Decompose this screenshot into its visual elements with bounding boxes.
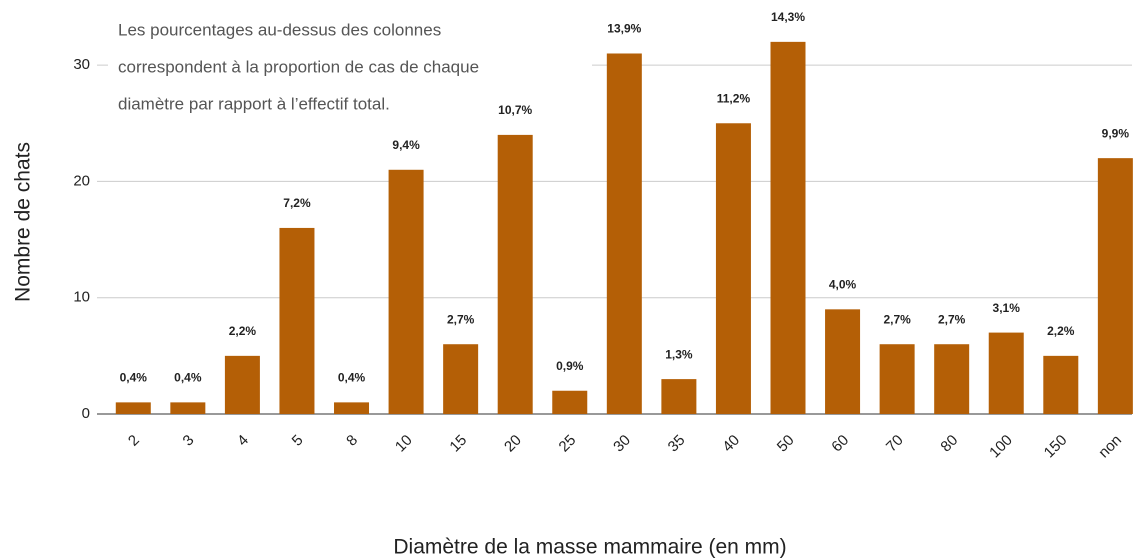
bar: [334, 402, 370, 414]
bar: [443, 344, 479, 414]
y-tick-label: 20: [73, 172, 90, 189]
x-tick-label: 35: [665, 432, 689, 456]
bar: [661, 379, 697, 414]
value-label: 0,4%: [174, 371, 202, 385]
bar: [825, 309, 861, 414]
bar: [770, 41, 806, 414]
bar: [1097, 158, 1133, 414]
value-label: 7,2%: [283, 196, 311, 210]
x-tick-label: 80: [937, 432, 961, 456]
bar: [606, 53, 642, 415]
value-label: 2,7%: [447, 312, 475, 326]
annotation: Les pourcentages au-dessus des colonnes: [118, 20, 441, 39]
value-label: 2,2%: [229, 324, 257, 338]
x-axis-title: Diamètre de la masse mammaire (en mm): [393, 536, 786, 558]
value-label: 9,4%: [392, 138, 420, 152]
bar: [934, 344, 970, 414]
x-tick-label: 150: [1041, 432, 1071, 462]
value-label: 10,7%: [498, 103, 532, 117]
y-axis-title: Nombre de chats: [12, 142, 35, 302]
value-label: 9,9%: [1102, 126, 1130, 140]
value-label: 0,4%: [338, 371, 366, 385]
x-tick-label: 60: [828, 432, 852, 456]
bar: [224, 355, 260, 414]
x-tick-label: 50: [774, 432, 798, 456]
value-label: 0,9%: [556, 359, 584, 373]
value-label: 3,1%: [993, 301, 1021, 315]
value-label: 14,3%: [771, 10, 805, 24]
bar: [879, 344, 915, 414]
value-label: 1,3%: [665, 347, 693, 361]
annotation: correspondent à la proportion de cas de …: [118, 57, 479, 76]
value-label: 13,9%: [607, 22, 641, 36]
x-tick-label: 40: [719, 432, 743, 456]
bar: [988, 332, 1024, 414]
x-tick-label: 4: [234, 432, 252, 450]
annotation: diamètre par rapport à l’effectif total.: [118, 94, 390, 113]
value-label: 11,2%: [717, 91, 751, 105]
x-tick-label: 100: [986, 432, 1016, 462]
bar: [279, 227, 315, 414]
bar: [715, 123, 751, 414]
value-label: 2,7%: [883, 312, 911, 326]
bar: [497, 134, 533, 415]
x-tick-label: 20: [501, 432, 525, 456]
x-tick-label: 2: [125, 432, 143, 450]
value-label: 2,7%: [938, 312, 966, 326]
value-label: 4,0%: [829, 278, 857, 292]
x-tick-label: non: [1095, 432, 1125, 462]
x-tick-label: 5: [289, 432, 307, 450]
bar: [115, 402, 151, 414]
x-tick-label: 15: [446, 432, 470, 456]
x-tick-label: 3: [180, 432, 198, 450]
x-tick-label: 30: [610, 432, 634, 456]
x-tick-label: 25: [556, 432, 580, 456]
bar: [552, 390, 588, 414]
y-tick-label: 0: [82, 405, 90, 422]
bar: [170, 402, 206, 414]
value-label: 2,2%: [1047, 324, 1075, 338]
y-tick-label: 30: [73, 56, 90, 73]
x-tick-label: 8: [343, 432, 361, 450]
value-label: 0,4%: [120, 371, 148, 385]
annotation-box: [108, 10, 592, 125]
x-tick-label: 70: [883, 432, 907, 456]
y-tick-label: 10: [73, 289, 90, 306]
bar: [388, 169, 424, 414]
bar: [1043, 355, 1079, 414]
x-tick-label: 10: [392, 432, 416, 456]
